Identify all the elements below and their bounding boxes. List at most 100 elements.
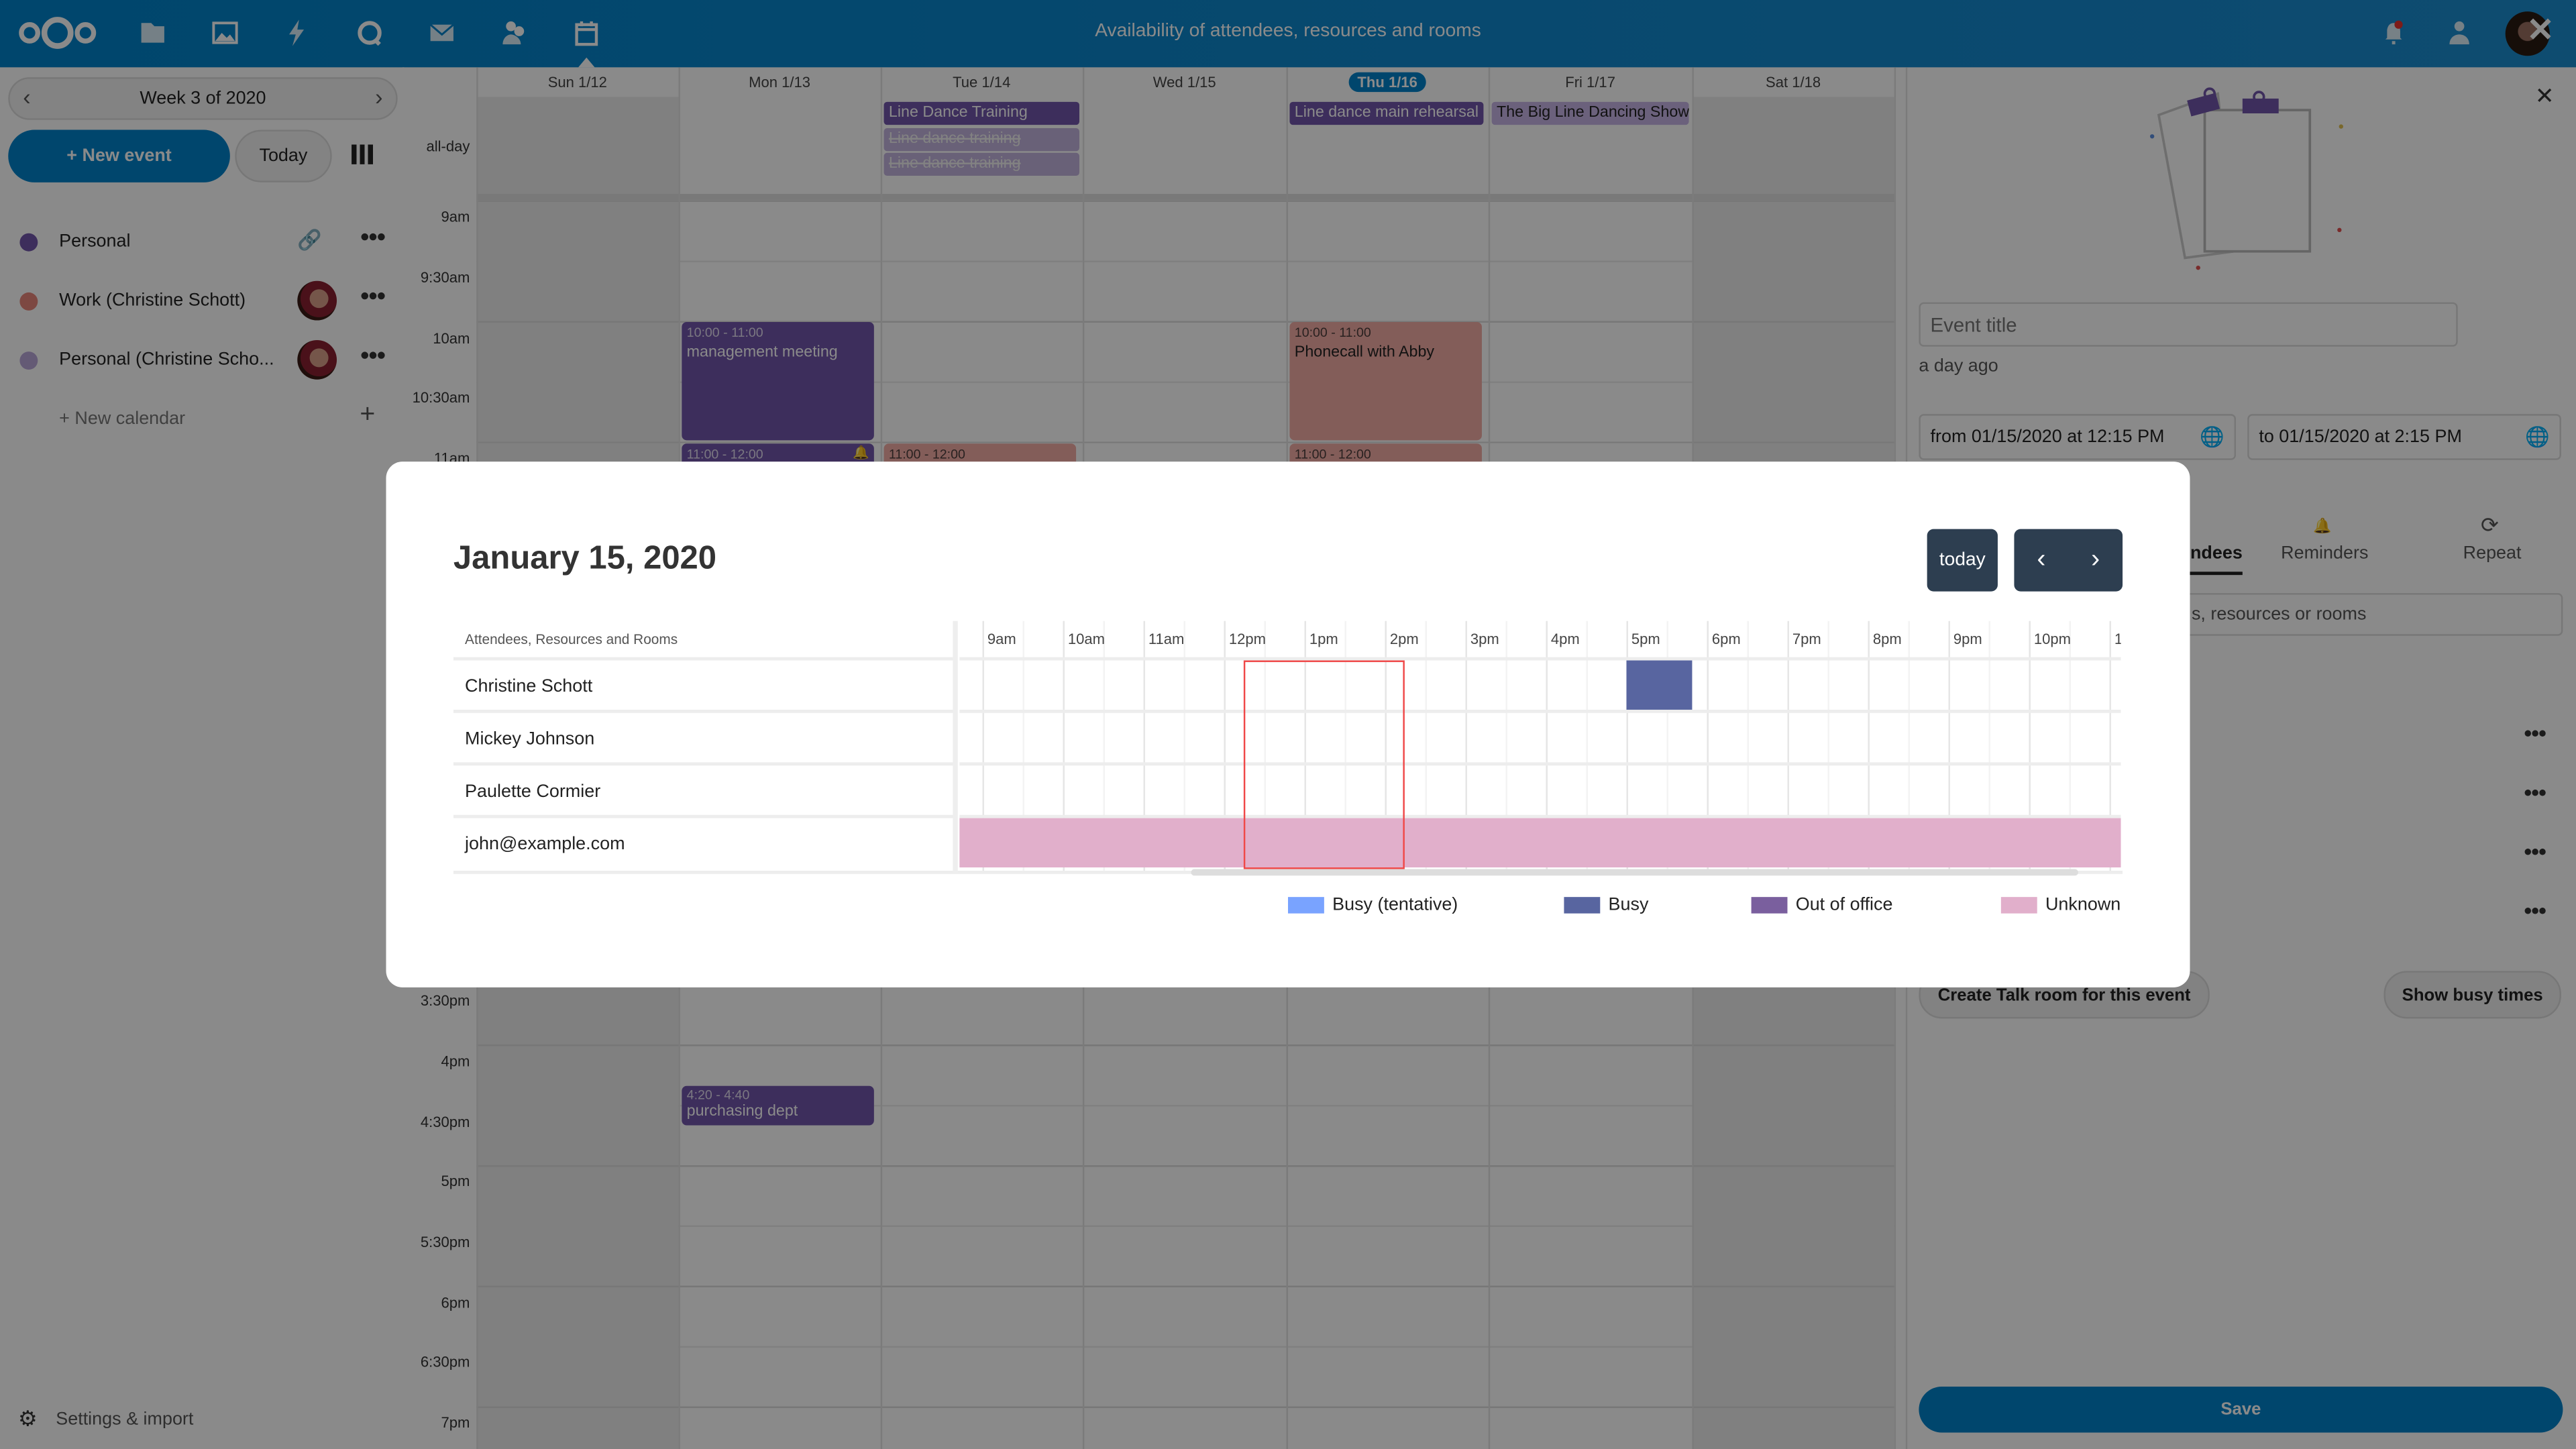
bell-icon: 🔔 [2313,517,2332,534]
gear-icon[interactable]: ⚙ [17,1406,38,1432]
week-label[interactable]: Week 3 of 2020 [140,89,266,109]
previous-week-icon[interactable]: ‹ [23,83,31,111]
hour-label: 12pm [1228,631,1266,647]
calendar-color-dot[interactable] [19,292,38,311]
busy-block[interactable] [1626,660,1693,710]
contacts-menu-icon[interactable] [2445,18,2474,48]
calendar-label: Work (Christine Schott) [59,290,246,311]
hour-label: 9am [987,631,1016,647]
calendar-item-personal-christine[interactable]: Personal (Christine Scho... ●●● [0,337,402,386]
allday-event[interactable]: Line Dance Training [883,101,1079,125]
more-options-icon[interactable]: ●●● [360,346,386,365]
event-title-input[interactable]: Event title [1919,302,2458,347]
active-app-indicator [578,57,595,68]
legend-busy: Busy [1564,896,1648,915]
new-calendar-button[interactable]: + New calendar [59,409,186,429]
owner-avatar [297,339,337,380]
tab-reminders[interactable]: Reminders [2281,543,2369,564]
settings-import-link[interactable]: Settings & import [56,1409,194,1430]
attendee-more-icon[interactable]: ●●● [2523,784,2547,800]
hour-label: 7pm [1792,631,1821,647]
calendar-color-dot[interactable] [19,352,38,370]
add-icon[interactable]: + [360,400,376,429]
view-switcher-icon[interactable] [352,144,375,164]
allday-event-cancelled[interactable]: Line dance training [883,128,1079,152]
save-button[interactable]: Save [1919,1386,2563,1433]
user-avatar[interactable] [2505,11,2550,56]
bell-icon: 🔔 [853,445,869,460]
more-options-icon[interactable]: ●●● [360,228,386,247]
globe-icon[interactable]: 🌐 [2200,425,2224,449]
attendee-more-icon[interactable]: ●●● [2523,843,2547,859]
photos-icon[interactable] [210,18,239,48]
week-navigator: ‹ Week 3 of 2020 › [8,77,398,120]
hour-label: 10pm [2033,631,2071,647]
new-event-button[interactable]: + New event [8,129,230,182]
close-panel-icon[interactable]: ✕ [2534,82,2555,109]
hour-label: 6pm [1711,631,1741,647]
files-icon[interactable] [138,18,168,48]
hour-label: 11pm [2114,631,2121,647]
previous-day-icon[interactable]: ‹ [2037,545,2046,574]
time-label: 5:30pm [420,1234,470,1250]
day-header[interactable]: Wed 1/15 [1152,74,1216,91]
day-header[interactable]: Mon 1/13 [749,74,810,91]
legend-unknown: Unknown [2000,896,2121,915]
calendar-label: Personal (Christine Scho... [59,350,274,370]
hour-label: 8pm [1872,631,1902,647]
today-button[interactable]: today [1927,529,1998,592]
day-header[interactable]: Tue 1/14 [953,74,1011,91]
event-management-meeting[interactable]: 10:00 - 11:00 management meeting [682,322,874,441]
allday-event[interactable]: The Big Line Dancing Show [1491,101,1689,125]
share-link-icon[interactable]: 🔗 [297,228,322,252]
end-date-value: to 01/15/2020 at 2:15 PM [2259,427,2462,447]
horizontal-scrollbar[interactable] [1191,869,2078,876]
time-label: 9am [441,209,470,225]
next-day-icon[interactable]: › [2091,545,2100,574]
talk-icon[interactable] [355,18,384,48]
mail-icon[interactable] [427,18,457,48]
contacts-icon[interactable] [499,18,529,48]
calendar-item-personal[interactable]: Personal 🔗 ●●● [0,219,402,268]
notifications-icon[interactable] [2379,18,2408,48]
start-date-input[interactable]: from 01/15/2020 at 12:15 PM 🌐 [1919,414,2237,460]
date-nav-group: ‹ › [2014,529,2123,592]
next-week-icon[interactable]: › [375,83,383,111]
time-label: 6pm [441,1294,470,1311]
hour-label: 3pm [1470,631,1499,647]
nextcloud-logo-icon[interactable] [16,15,98,51]
close-icon[interactable]: ✕ [2526,13,2555,50]
allday-event-cancelled[interactable]: Line dance training [883,152,1079,176]
calendar-icon[interactable] [572,18,601,48]
event-selection[interactable] [1243,660,1405,869]
show-busy-times-button[interactable]: Show busy times [2383,971,2561,1019]
timeline-grid[interactable]: 9am 10am 11am 12pm 1pm 2pm 3pm 4pm 5pm 6… [959,621,2121,871]
event-illustration [2149,87,2343,270]
activity-icon[interactable] [282,18,312,48]
today-day-header[interactable]: Thu 1/16 [1287,67,1489,97]
end-date-input[interactable]: to 01/15/2020 at 2:15 PM 🌐 [2247,414,2561,460]
modified-time: a day ago [1919,356,1998,376]
day-header[interactable]: Sun 1/12 [547,74,607,91]
globe-icon[interactable]: 🌐 [2525,425,2550,449]
more-options-icon[interactable]: ●●● [360,287,386,306]
calendar-item-work[interactable]: Work (Christine Schott) ●●● [0,278,402,327]
modal-date-title: January 15, 2020 [453,540,717,577]
attendee-more-icon[interactable]: ●●● [2523,724,2547,741]
app-title: Availability of attendees, resources and… [1095,21,1481,42]
allday-event[interactable]: Line dance main rehearsal [1289,101,1484,125]
event-purchasing-dept[interactable]: 4:20 - 4:40 purchasing dept [682,1085,874,1126]
event-phonecall-with-abby[interactable]: 10:00 - 11:00 Phonecall with Abby [1289,322,1482,441]
day-header[interactable]: Fri 1/17 [1565,74,1615,91]
time-label: 9:30am [420,269,470,286]
day-header[interactable]: Sat 1/18 [1766,74,1821,91]
calendar-color-dot[interactable] [19,233,38,252]
attendee-search-input[interactable]: s, resources or rooms [2102,593,2563,636]
time-label: 6:30pm [420,1353,470,1371]
today-badge: Thu 1/16 [1349,72,1426,93]
attendee-more-icon[interactable]: ●●● [2523,902,2547,918]
tab-repeat[interactable]: Repeat [2463,543,2522,564]
hour-label: 4pm [1550,631,1580,647]
time-label: 3:30pm [420,992,470,1009]
today-button[interactable]: Today [235,129,332,182]
